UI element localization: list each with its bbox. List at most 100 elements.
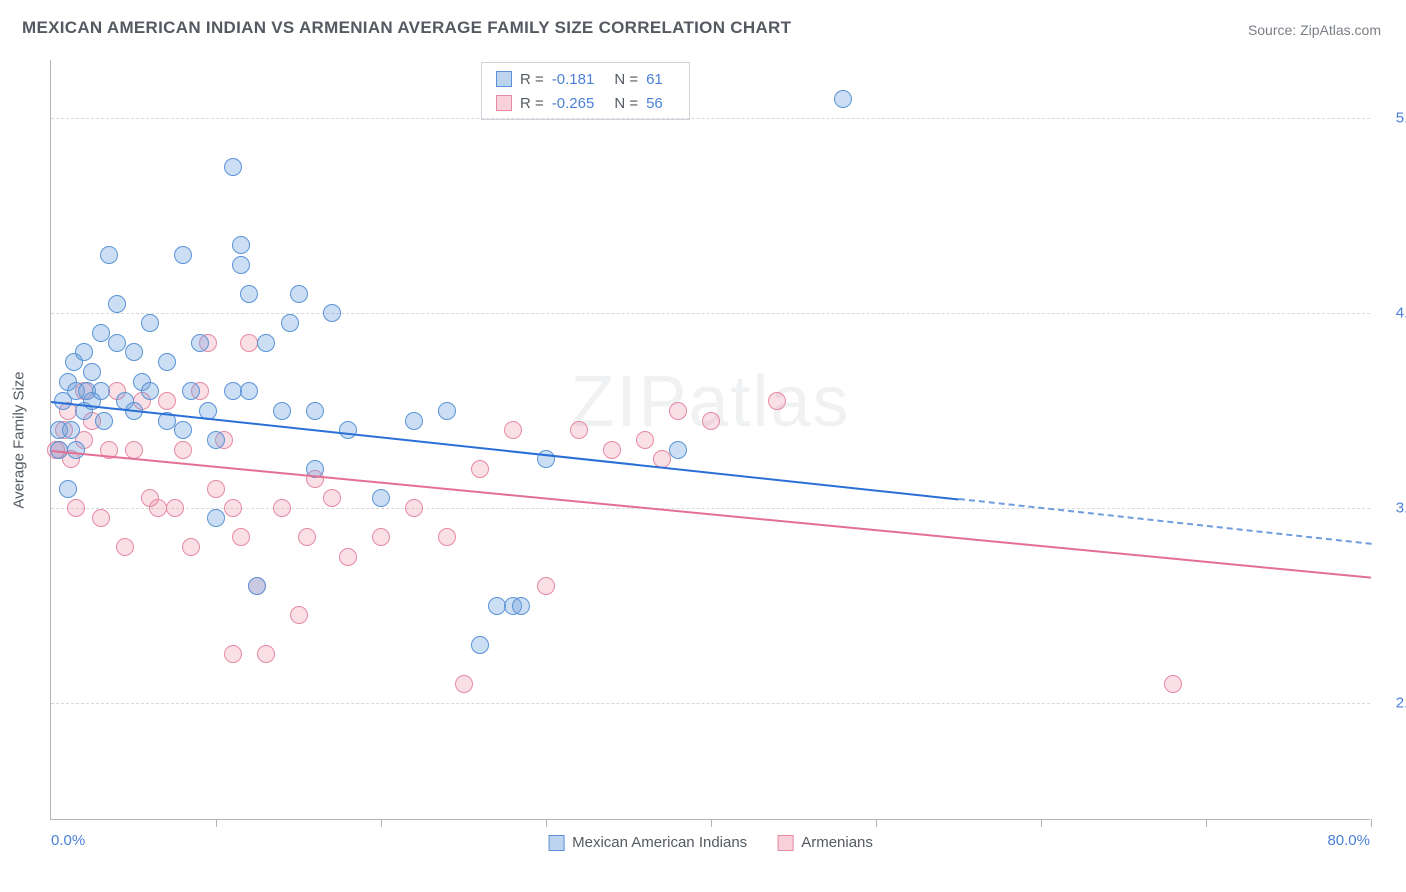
- plot-area: ZIPatlas R = -0.181 N = 61 R = -0.265 N …: [50, 60, 1370, 820]
- scatter-point-blue: [207, 509, 225, 527]
- scatter-point-pink: [537, 577, 555, 595]
- scatter-point-blue: [158, 353, 176, 371]
- stats-row-series1: R = -0.181 N = 61: [496, 67, 675, 91]
- xtick: [381, 819, 382, 827]
- xaxis-max-label: 80.0%: [1327, 832, 1370, 849]
- scatter-point-blue: [95, 412, 113, 430]
- scatter-point-blue: [306, 402, 324, 420]
- scatter-point-pink: [232, 528, 250, 546]
- scatter-point-blue: [281, 314, 299, 332]
- scatter-point-blue: [108, 334, 126, 352]
- scatter-point-pink: [240, 334, 258, 352]
- scatter-point-blue: [240, 285, 258, 303]
- swatch-blue-icon: [496, 71, 512, 87]
- scatter-point-blue: [92, 382, 110, 400]
- scatter-point-blue: [174, 421, 192, 439]
- scatter-point-blue: [323, 304, 341, 322]
- scatter-point-pink: [67, 499, 85, 517]
- xtick: [711, 819, 712, 827]
- scatter-point-pink: [182, 538, 200, 556]
- scatter-point-blue: [191, 334, 209, 352]
- scatter-point-blue: [62, 421, 80, 439]
- scatter-point-pink: [570, 421, 588, 439]
- n-label-2: N =: [614, 95, 638, 112]
- gridline: [51, 508, 1370, 509]
- scatter-point-pink: [207, 480, 225, 498]
- r-value-2: -0.265: [552, 95, 595, 112]
- scatter-point-pink: [471, 460, 489, 478]
- scatter-point-blue: [141, 314, 159, 332]
- scatter-point-blue: [257, 334, 275, 352]
- scatter-point-pink: [158, 392, 176, 410]
- yaxis-title: Average Family Size: [11, 371, 28, 508]
- scatter-point-pink: [669, 402, 687, 420]
- scatter-point-pink: [273, 499, 291, 517]
- n-value-2: 56: [646, 95, 663, 112]
- xtick: [876, 819, 877, 827]
- legend-item-1: Mexican American Indians: [548, 834, 747, 851]
- scatter-point-pink: [290, 606, 308, 624]
- scatter-point-blue: [248, 577, 266, 595]
- xtick: [1041, 819, 1042, 827]
- scatter-point-blue: [108, 295, 126, 313]
- scatter-point-blue: [224, 158, 242, 176]
- scatter-point-pink: [455, 675, 473, 693]
- scatter-point-pink: [768, 392, 786, 410]
- scatter-point-pink: [603, 441, 621, 459]
- watermark-text: ZIPatlas: [570, 361, 850, 443]
- scatter-point-blue: [174, 246, 192, 264]
- bottom-legend: Mexican American Indians Armenians: [548, 834, 873, 851]
- source-attribution: Source: ZipAtlas.com: [1248, 22, 1381, 38]
- scatter-point-pink: [166, 499, 184, 517]
- chart-title: MEXICAN AMERICAN INDIAN VS ARMENIAN AVER…: [22, 18, 791, 38]
- gridline: [51, 313, 1370, 314]
- r-label-2: R =: [520, 95, 544, 112]
- scatter-point-blue: [75, 343, 93, 361]
- stats-legend-box: R = -0.181 N = 61 R = -0.265 N = 56: [481, 62, 690, 120]
- xaxis-min-label: 0.0%: [51, 832, 85, 849]
- scatter-point-pink: [372, 528, 390, 546]
- scatter-point-pink: [149, 499, 167, 517]
- scatter-point-blue: [125, 343, 143, 361]
- scatter-point-pink: [224, 645, 242, 663]
- trendline: [51, 450, 1371, 579]
- swatch-pink-icon: [496, 95, 512, 111]
- n-value-1: 61: [646, 71, 663, 88]
- scatter-point-blue: [471, 636, 489, 654]
- scatter-point-blue: [67, 441, 85, 459]
- scatter-point-pink: [438, 528, 456, 546]
- scatter-point-blue: [240, 382, 258, 400]
- ytick-label: 4.00: [1396, 305, 1406, 322]
- scatter-point-blue: [182, 382, 200, 400]
- xtick: [216, 819, 217, 827]
- stats-row-series2: R = -0.265 N = 56: [496, 91, 675, 115]
- scatter-point-blue: [290, 285, 308, 303]
- trendline: [958, 498, 1371, 545]
- xtick: [1371, 819, 1372, 827]
- scatter-point-pink: [298, 528, 316, 546]
- scatter-point-blue: [669, 441, 687, 459]
- ytick-label: 5.00: [1396, 110, 1406, 127]
- scatter-point-blue: [372, 489, 390, 507]
- scatter-point-pink: [339, 548, 357, 566]
- n-label-1: N =: [614, 71, 638, 88]
- scatter-point-blue: [59, 480, 77, 498]
- scatter-point-pink: [92, 509, 110, 527]
- legend-label-1: Mexican American Indians: [572, 834, 747, 851]
- scatter-point-blue: [488, 597, 506, 615]
- scatter-point-blue: [83, 363, 101, 381]
- legend-item-2: Armenians: [777, 834, 873, 851]
- scatter-point-blue: [92, 324, 110, 342]
- scatter-point-blue: [512, 597, 530, 615]
- scatter-point-pink: [636, 431, 654, 449]
- scatter-point-pink: [224, 499, 242, 517]
- scatter-point-blue: [232, 256, 250, 274]
- gridline: [51, 118, 1370, 119]
- scatter-point-blue: [232, 236, 250, 254]
- scatter-point-blue: [405, 412, 423, 430]
- scatter-point-pink: [174, 441, 192, 459]
- scatter-point-pink: [1164, 675, 1182, 693]
- scatter-point-blue: [834, 90, 852, 108]
- ytick-label: 3.00: [1396, 500, 1406, 517]
- scatter-point-blue: [273, 402, 291, 420]
